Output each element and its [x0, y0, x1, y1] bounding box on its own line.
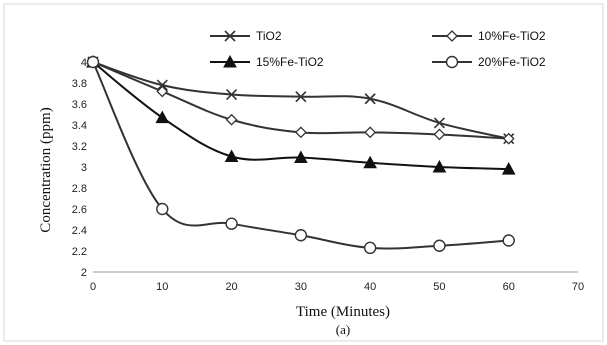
- data-point-cross: [433, 117, 445, 129]
- legend-entry: 15%Fe-TiO2: [210, 54, 324, 69]
- legend: TiO2 10%Fe-TiO2 15%Fe-TiO2 20%Fe-TiO2: [210, 29, 546, 69]
- data-point-diamond: [225, 113, 238, 126]
- legend-marker-diamond: [446, 30, 458, 42]
- data-point-cross: [295, 91, 307, 103]
- data-point-circle: [363, 241, 377, 255]
- data-point-diamond: [364, 126, 377, 139]
- series-layer: [86, 54, 516, 255]
- y-tick-label: 3: [81, 162, 87, 174]
- legend-label: TiO2: [256, 29, 282, 43]
- legend-marker-triangle: [223, 54, 237, 68]
- data-point-triangle: [363, 155, 377, 169]
- x-tick-label: 30: [295, 281, 307, 293]
- y-tick-label: 2.4: [72, 225, 87, 237]
- legend-label: 15%Fe-TiO2: [256, 55, 324, 69]
- y-tick-label: 2: [81, 267, 87, 279]
- y-tick-label: 3.4: [72, 120, 87, 132]
- legend-marker-cross: [224, 30, 236, 42]
- y-tick-label: 3.2: [72, 141, 87, 153]
- data-point-triangle: [294, 150, 308, 164]
- y-tick-label: 2.2: [72, 246, 87, 258]
- data-point-circle: [502, 234, 515, 247]
- legend-label: 10%Fe-TiO2: [478, 29, 546, 43]
- legend-entry: 10%Fe-TiO2: [432, 29, 546, 43]
- data-point-triangle: [224, 149, 239, 162]
- figure-sublabel: (a): [336, 322, 350, 337]
- axes: 0 10 20 30 40 50 60 70 2 2.2 2.4 2.6 2.8 3 3.2 3.4 3.6 3.…: [72, 57, 584, 293]
- x-tick-label: 50: [433, 281, 445, 293]
- x-tick-label: 40: [364, 281, 376, 293]
- data-point-triangle: [501, 162, 516, 175]
- y-tick-label: 3.6: [72, 99, 87, 111]
- data-point-circle: [156, 202, 169, 216]
- data-point-circle: [433, 239, 446, 252]
- legend-label: 20%Fe-TiO2: [478, 55, 546, 69]
- data-point-diamond: [156, 85, 169, 98]
- y-tick-label: 4: [81, 57, 87, 69]
- data-point-circle: [294, 229, 308, 242]
- data-point-triangle: [155, 110, 170, 124]
- legend-entry: 20%Fe-TiO2: [432, 55, 546, 69]
- x-tick-label: 70: [572, 281, 584, 293]
- y-tick-label: 2.8: [72, 183, 87, 195]
- data-point-cross: [226, 88, 238, 101]
- x-tick-label: 10: [156, 281, 168, 293]
- data-point-cross: [364, 93, 376, 105]
- legend-marker-circle: [445, 55, 459, 69]
- y-tick-label: 2.6: [72, 204, 87, 216]
- legend-entry: TiO2: [210, 29, 282, 43]
- x-tick-label: 0: [90, 281, 96, 293]
- y-tick-label: 3.8: [72, 78, 87, 90]
- data-point-triangle: [432, 159, 447, 173]
- x-tick-label: 20: [225, 281, 237, 293]
- data-point-circle: [225, 217, 238, 230]
- chart-frame: [3, 3, 604, 342]
- data-point-diamond: [433, 128, 446, 141]
- data-point-diamond: [502, 132, 515, 145]
- x-tick-label: 60: [503, 281, 515, 293]
- x-axis-title: Time (Minutes): [296, 304, 390, 320]
- y-axis-title: Concentration (ppm): [38, 107, 54, 232]
- data-point-cross: [156, 79, 168, 91]
- data-point-diamond: [294, 126, 307, 139]
- data-point-circle: [86, 55, 100, 69]
